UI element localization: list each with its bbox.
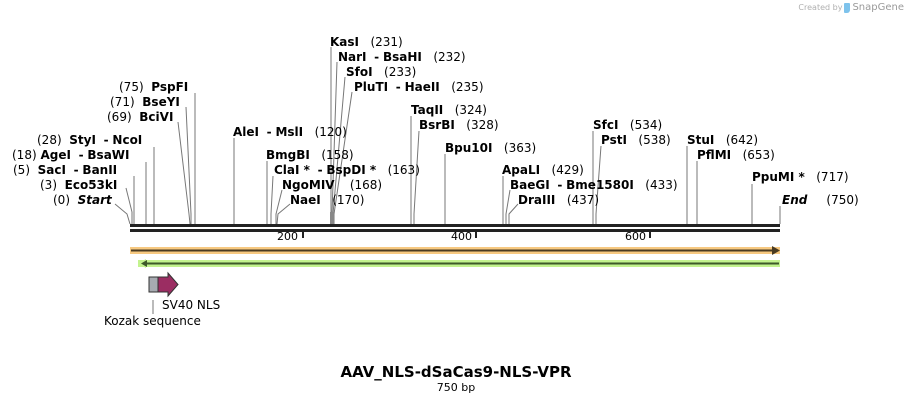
map-length: 750 bp (436, 381, 476, 394)
credit-prefix: Created by (798, 3, 843, 12)
cluster-marker (330, 212, 334, 224)
site-ngomiv[interactable]: NgoMIV (168) (282, 178, 383, 192)
site-ppumi[interactable]: PpuMI * (717) (752, 170, 849, 184)
green-feature-arrowhead (141, 260, 147, 267)
site-bmgbi[interactable]: BmgBI (158) (266, 148, 354, 162)
site-pflmi[interactable]: PflMI (653) (697, 148, 775, 162)
site-styi-ncoi[interactable]: (28) StyI - NcoI (37, 133, 143, 147)
snapgene-logo-icon (844, 2, 851, 13)
ruler-ticks (302, 229, 651, 238)
site-bcivi[interactable]: (69) BciVI (107, 110, 174, 124)
orange-feature-arrowhead (772, 246, 780, 255)
snapgene-credit: Created by SnapGene (798, 2, 904, 13)
site-sfoi[interactable]: SfoI (233) (346, 65, 417, 79)
site-agei-bsawi[interactable]: (18) AgeI - BsaWI (12, 148, 130, 162)
site-psti[interactable]: PstI (538) (601, 133, 671, 147)
site-baegi-bme1580i[interactable]: BaeGI - Bme1580I (433) (510, 178, 678, 192)
credit-brand: SnapGene (852, 2, 904, 13)
site-start[interactable]: (0) Start (53, 193, 112, 207)
ruler-label-200: 200 (277, 230, 298, 243)
map-title: AAV_NLS-dSaCas9-NLS-VPR (340, 363, 572, 381)
sv40-nls-arrow (157, 271, 179, 298)
ruler-label-400: 400 (451, 230, 472, 243)
site-clai-bspdi[interactable]: ClaI * - BspDI * (163) (274, 163, 420, 177)
site-saci-banii[interactable]: (5) SacI - BanII (13, 163, 118, 177)
site-bseyi[interactable]: (71) BseYI (110, 95, 180, 109)
site-stui[interactable]: StuI (642) (687, 133, 759, 147)
site-alei-msli[interactable]: AleI - MslI (120) (233, 125, 347, 139)
ruler-label-600: 600 (625, 230, 646, 243)
backbone-top-strand (130, 224, 780, 227)
site-bpu10i[interactable]: Bpu10I (363) (445, 141, 537, 155)
site-naei[interactable]: NaeI (170) (290, 193, 365, 207)
site-pluti-haeii[interactable]: PluTI - HaeII (235) (354, 80, 484, 94)
feature-label-sv40-nls[interactable]: SV40 NLS (162, 298, 221, 312)
site-end[interactable]: End (750) (782, 193, 859, 207)
site-leader-lines (114, 47, 781, 225)
site-taqii[interactable]: TaqII (324) (411, 103, 487, 117)
site-sfci[interactable]: SfcI (534) (593, 118, 663, 132)
backbone-bottom-strand (130, 229, 780, 232)
site-draiii[interactable]: DraIII (437) (518, 193, 600, 207)
site-eco53ki[interactable]: (3) Eco53kI (40, 178, 118, 192)
site-nari-bsahi[interactable]: NarI - BsaHI (232) (338, 50, 466, 64)
site-kasi[interactable]: KasI (231) (330, 35, 403, 49)
site-bsrbi[interactable]: BsrBI (328) (419, 118, 499, 132)
feature-label-kozak-sequence[interactable]: Kozak sequence (104, 314, 201, 328)
site-apali[interactable]: ApaLI (429) (502, 163, 584, 177)
site-pspfi[interactable]: (75) PspFI (119, 80, 189, 94)
kozak-sequence-box (148, 276, 159, 293)
